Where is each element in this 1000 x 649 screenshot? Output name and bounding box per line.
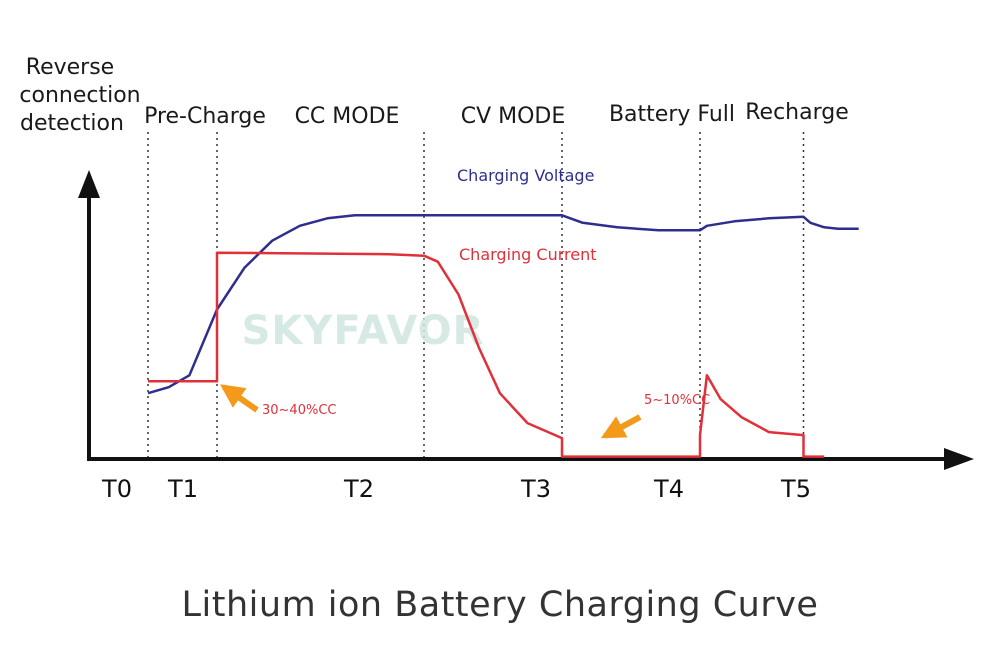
x-axis-arrowhead (944, 448, 974, 470)
phase-label-recharge: Recharge (745, 100, 849, 125)
phase-label-pre-charge: Pre-Charge (144, 104, 266, 129)
time-label-t0: T0 (101, 475, 132, 503)
series-line-charging-voltage (147, 214, 859, 395)
time-label-t5: T5 (780, 475, 811, 503)
series-line-charging-current (148, 251, 825, 458)
charging-curve-chart: Reverse connection detection Pre-Charge … (19, 55, 974, 503)
annotation-30-40-cc: 30~40%CC (262, 403, 336, 418)
y-axis-label-line-2: connection (19, 83, 140, 108)
series-label-charging-current: Charging Current (459, 245, 597, 264)
phase-label-battery-full: Battery Full (609, 102, 735, 127)
annotation-arrow-trickle (600, 414, 642, 439)
annotation-5-10-cc: 5~10%CC (644, 393, 710, 408)
time-label-t2: T2 (343, 475, 374, 503)
y-axis-label-line-3: detection (20, 111, 124, 136)
chart-title: Lithium ion Battery Charging Curve (181, 585, 819, 625)
phase-label-cc-mode: CC MODE (295, 104, 400, 129)
y-axis-arrowhead (78, 170, 100, 198)
phase-label-cv-mode: CV MODE (461, 104, 566, 129)
time-label-t3: T3 (520, 475, 551, 503)
time-label-t4: T4 (653, 475, 684, 503)
y-axis-label-line-1: Reverse (26, 55, 114, 80)
series-label-charging-voltage: Charging Voltage (457, 166, 594, 185)
annotation-arrow-precharge (220, 384, 259, 413)
time-label-t1: T1 (167, 475, 198, 503)
watermark: SKYFAVOR (242, 308, 485, 354)
